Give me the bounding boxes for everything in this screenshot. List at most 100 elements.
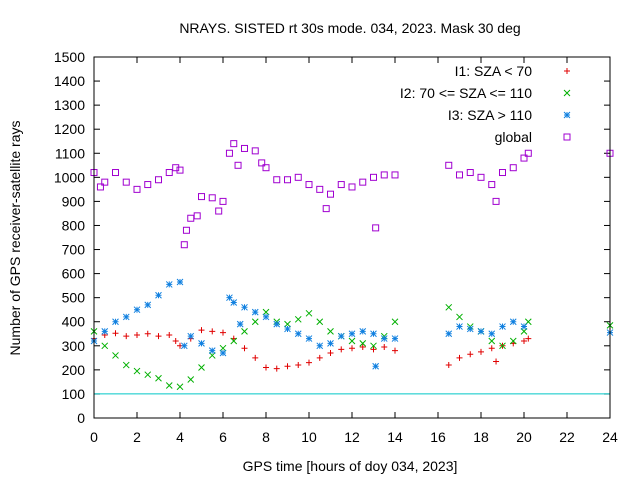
data-point <box>134 331 140 338</box>
data-point <box>241 303 248 311</box>
data-point <box>209 328 216 335</box>
data-point <box>220 329 226 336</box>
x-tick-label: 4 <box>176 429 184 445</box>
data-point <box>112 330 119 337</box>
data-point <box>370 330 377 338</box>
data-point <box>492 197 500 205</box>
data-point <box>122 313 130 321</box>
data-point <box>252 354 259 361</box>
data-point <box>380 335 388 342</box>
data-point <box>316 185 324 193</box>
data-point <box>445 330 453 338</box>
y-tick-label: 1400 <box>54 73 85 89</box>
x-tick-label: 8 <box>262 429 270 445</box>
data-point <box>359 344 366 351</box>
data-point <box>122 361 130 369</box>
data-point <box>284 320 291 328</box>
data-point <box>193 212 201 220</box>
legend-label: I3: SZA > 110 <box>448 107 532 123</box>
data-point <box>337 332 345 340</box>
data-point <box>241 345 248 352</box>
data-point <box>198 193 205 201</box>
data-point <box>96 183 104 191</box>
x-axis-label: GPS time [hours of doy 034, 2023] <box>243 458 458 474</box>
data-point <box>499 323 506 330</box>
data-point <box>372 362 380 370</box>
plot-frame <box>93 56 611 419</box>
data-point <box>198 364 205 371</box>
data-point <box>225 149 233 157</box>
legend-label: I2: 70 <= SZA <= 110 <box>400 85 532 101</box>
data-point <box>101 178 109 186</box>
data-point <box>101 328 109 335</box>
data-point <box>294 315 302 323</box>
legend-marker <box>563 89 571 97</box>
x-tick-label: 14 <box>387 429 403 445</box>
y-tick-label: 1500 <box>54 49 85 65</box>
data-point <box>273 320 281 328</box>
data-point <box>520 154 528 162</box>
x-tick-label: 18 <box>473 429 489 445</box>
series-2 <box>90 278 614 370</box>
data-point <box>493 358 500 365</box>
data-point <box>133 185 141 193</box>
data-point <box>392 347 398 354</box>
data-point <box>284 325 291 333</box>
data-point <box>380 171 388 179</box>
data-point <box>165 169 173 177</box>
data-point <box>176 166 184 174</box>
data-point <box>133 306 141 314</box>
data-point <box>251 308 259 316</box>
data-point <box>219 349 227 357</box>
data-point <box>499 169 506 177</box>
data-point <box>525 335 532 342</box>
data-point <box>359 178 367 186</box>
data-point <box>322 205 330 213</box>
data-point <box>112 169 119 177</box>
data-point <box>521 337 527 344</box>
data-point <box>391 318 399 326</box>
data-point <box>187 332 195 340</box>
data-point <box>305 335 313 342</box>
data-point <box>391 171 399 179</box>
legend-label: I1: SZA < 70 <box>455 63 533 79</box>
y-axis-label: Number of GPS receiver-satellite rays <box>7 121 23 356</box>
data-point <box>144 371 152 379</box>
data-point <box>520 328 528 335</box>
data-point <box>456 313 463 321</box>
x-tick-label: 0 <box>90 429 98 445</box>
data-point <box>166 331 173 338</box>
data-point <box>251 318 259 326</box>
y-tick-label: 900 <box>62 193 86 209</box>
data-point <box>466 325 474 333</box>
data-point <box>180 342 188 350</box>
y-tick-label: 800 <box>62 217 86 233</box>
data-point <box>258 159 266 167</box>
data-point <box>133 367 141 375</box>
data-point <box>327 190 334 198</box>
data-point <box>241 328 248 335</box>
data-point <box>316 318 324 326</box>
y-tick-label: 500 <box>62 290 86 306</box>
data-point <box>262 313 270 321</box>
legend-marker <box>563 133 571 141</box>
data-point <box>488 330 496 338</box>
y-tick-label: 0 <box>77 410 85 426</box>
data-point <box>155 176 162 184</box>
legend-label: global <box>495 129 532 145</box>
data-point <box>155 291 162 299</box>
y-tick-label: 100 <box>62 386 86 402</box>
legend-marker <box>564 68 570 74</box>
data-point <box>524 149 532 157</box>
data-point <box>176 278 184 286</box>
data-point <box>187 214 195 222</box>
data-point <box>327 340 334 347</box>
data-point <box>262 308 270 316</box>
data-point <box>359 328 367 335</box>
data-point <box>295 362 302 369</box>
data-point <box>445 362 452 369</box>
data-point <box>520 323 528 330</box>
data-point <box>230 140 238 148</box>
data-point <box>144 181 152 189</box>
data-point <box>306 359 312 366</box>
